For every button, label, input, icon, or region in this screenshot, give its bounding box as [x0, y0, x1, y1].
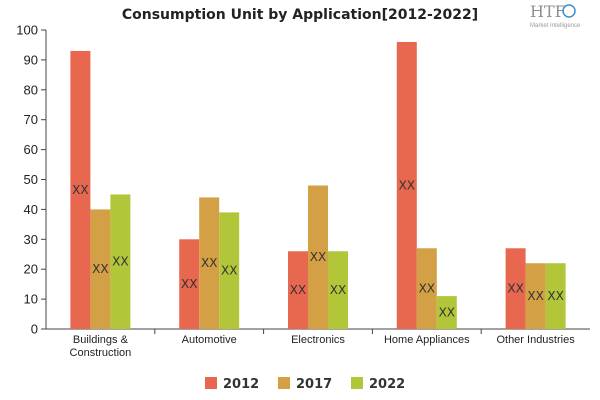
x-tick-label: Buildings & Construction	[70, 334, 132, 359]
logo-tagline: Market Intelligence	[530, 23, 581, 29]
x-tick-label: Other Industries	[496, 334, 575, 346]
bar-2017-2	[308, 185, 328, 329]
data-label: XX	[547, 289, 563, 303]
x-tick-label: Home Appliances	[384, 334, 470, 346]
data-label: XX	[507, 282, 523, 296]
bar-2012-3	[396, 41, 417, 330]
bar-2022-4	[545, 263, 566, 329]
y-tick-label: 100	[16, 23, 38, 38]
legend-label-2022: 2022	[369, 377, 405, 392]
bar-2022-1	[219, 212, 240, 329]
y-tick-label: 50	[24, 172, 38, 187]
y-tick-label: 90	[24, 52, 38, 67]
data-label: XX	[181, 277, 197, 291]
bar-2017-4	[525, 263, 546, 329]
data-label: XX	[439, 306, 455, 320]
chart-title: Consumption Unit by Application[2012-202…	[122, 7, 478, 23]
data-label: XX	[310, 250, 326, 264]
data-label: XX	[221, 264, 237, 278]
x-tick-label: Automotive	[182, 334, 237, 346]
y-axis: 0 10 20 30 40 50 60 70 80 90 100	[16, 23, 47, 337]
x-tick-label: Electronics	[291, 334, 345, 346]
y-tick-label: 20	[24, 262, 38, 277]
legend: 2012 2017 2022	[205, 377, 405, 392]
y-tick-label: 60	[24, 142, 38, 157]
bar-2022-2	[328, 251, 348, 329]
bar-2017-0	[90, 209, 111, 329]
bar-2017-1	[199, 197, 220, 329]
logo-mark: HTF	[530, 2, 566, 21]
y-tick-label: 80	[24, 82, 38, 97]
data-label: XX	[72, 183, 88, 197]
y-tick-label: 70	[24, 112, 38, 127]
bar-2012-4	[505, 248, 526, 329]
bars	[70, 41, 566, 330]
legend-label-2017: 2017	[296, 377, 332, 392]
legend-swatch-2022	[351, 377, 363, 389]
logo-globe-icon	[562, 4, 576, 18]
data-label: XX	[290, 283, 306, 297]
data-label: XX	[330, 283, 346, 297]
data-label: XX	[112, 255, 128, 269]
legend-swatch-2017	[278, 377, 290, 389]
y-tick-label: 0	[31, 322, 38, 337]
htf-logo: HTF Market Intelligence	[530, 2, 581, 29]
legend-label-2012: 2012	[223, 377, 259, 392]
bar-2012-1	[179, 239, 200, 329]
x-axis: Buildings & Construction Automotive Electro…	[46, 328, 590, 359]
bar-2017-3	[416, 248, 437, 329]
y-tick-label: 40	[24, 202, 38, 217]
bar-2012-2	[288, 251, 308, 329]
data-label: XX	[201, 256, 217, 270]
data-label: XX	[419, 282, 435, 296]
bar-2022-0	[110, 194, 131, 329]
y-tick-label: 30	[24, 232, 38, 247]
data-labels: XX XX XX XX XX XX XX XX XX XX XX XX XX XX XX	[72, 178, 564, 319]
data-label: XX	[527, 289, 543, 303]
legend-swatch-2012	[205, 377, 217, 389]
y-tick-label: 10	[24, 292, 38, 307]
bar-2022-3	[436, 296, 457, 329]
data-label: XX	[92, 262, 108, 276]
bar-2012-0	[70, 50, 91, 330]
data-label: XX	[399, 178, 415, 192]
